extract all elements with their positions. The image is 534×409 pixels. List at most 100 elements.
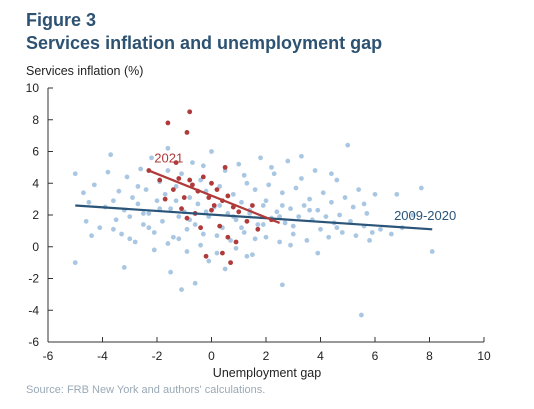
point-2009-2020 <box>342 195 348 200</box>
point-2009-2020 <box>91 182 97 188</box>
x-tick-label: 0 <box>208 349 215 363</box>
point-2009-2020 <box>165 168 171 173</box>
point-2009-2020 <box>130 195 135 200</box>
point-2009-2020 <box>315 250 321 256</box>
point-2009-2020 <box>89 233 94 239</box>
point-2021 <box>187 177 193 183</box>
point-2009-2020 <box>318 226 323 232</box>
point-2009-2020 <box>127 236 133 242</box>
point-2009-2020 <box>241 230 247 235</box>
point-2009-2020 <box>162 191 168 197</box>
point-2009-2020 <box>228 238 233 243</box>
point-2009-2020 <box>329 199 334 205</box>
point-2009-2020 <box>307 207 312 213</box>
point-2009-2020 <box>165 241 171 246</box>
point-2009-2020 <box>418 185 424 191</box>
point-2021 <box>249 203 255 208</box>
point-2009-2020 <box>222 266 228 272</box>
point-2021 <box>217 223 223 229</box>
point-2009-2020 <box>157 206 163 212</box>
x-tick-label: -4 <box>97 349 108 363</box>
point-2009-2020 <box>140 222 146 227</box>
point-2009-2020 <box>176 214 182 219</box>
point-2009-2020 <box>200 231 206 237</box>
point-2009-2020 <box>149 155 154 161</box>
point-2009-2020 <box>233 245 239 251</box>
point-2021 <box>200 174 206 180</box>
point-2009-2020 <box>165 145 171 151</box>
point-2021 <box>165 120 171 126</box>
point-2021 <box>179 206 184 212</box>
point-2009-2020 <box>151 230 157 235</box>
point-2009-2020 <box>97 225 103 231</box>
point-2009-2020 <box>192 222 198 227</box>
point-2009-2020 <box>209 149 214 154</box>
y-tick-label: 2 <box>32 208 39 222</box>
point-2009-2020 <box>230 191 236 197</box>
fit-line-2021 <box>148 169 281 224</box>
point-2009-2020 <box>83 218 89 224</box>
y-tick-label: 10 <box>26 81 40 95</box>
point-2009-2020 <box>290 231 296 237</box>
point-2009-2020 <box>111 226 116 232</box>
point-2009-2020 <box>241 172 247 178</box>
point-2009-2020 <box>127 214 133 219</box>
point-2009-2020 <box>168 206 174 212</box>
point-2009-2020 <box>72 171 78 177</box>
point-2009-2020 <box>429 249 435 254</box>
point-2009-2020 <box>301 203 307 208</box>
point-2009-2020 <box>394 191 400 197</box>
y-tick-label: 0 <box>32 240 39 254</box>
point-2009-2020 <box>72 260 78 266</box>
point-2009-2020 <box>113 217 119 223</box>
annotation-2009-2020: 2009-2020 <box>394 208 456 223</box>
tick-labels-layer: -6 -4 -2 0 2 4 6 8 10 -6 -4 -2 0 2 4 6 8 10 <box>26 81 491 363</box>
point-2009-2020 <box>285 158 291 164</box>
point-2009-2020 <box>258 155 263 161</box>
point-2021 <box>225 193 231 199</box>
point-2009-2020 <box>323 214 329 219</box>
point-2009-2020 <box>361 201 367 207</box>
point-2009-2020 <box>252 187 258 193</box>
point-2021 <box>184 130 190 135</box>
point-2021 <box>209 207 214 213</box>
point-2009-2020 <box>244 180 250 186</box>
point-2009-2020 <box>190 160 195 166</box>
red-dots-layer <box>146 109 274 266</box>
annotation-2021: 2021 <box>154 151 183 166</box>
point-2009-2020 <box>146 225 152 231</box>
point-2009-2020 <box>135 201 141 207</box>
point-2009-2020 <box>217 184 223 189</box>
source-note: Source: FRB New York and authors' calcul… <box>26 384 266 396</box>
point-2009-2020 <box>290 223 296 229</box>
point-2009-2020 <box>282 220 288 226</box>
figure-label: Figure 3 <box>26 10 97 30</box>
point-2009-2020 <box>81 190 86 196</box>
point-2009-2020 <box>288 242 293 248</box>
point-2009-2020 <box>151 247 157 253</box>
point-2009-2020 <box>146 211 152 216</box>
point-2009-2020 <box>326 234 332 240</box>
point-2009-2020 <box>176 236 182 242</box>
point-2009-2020 <box>111 198 116 204</box>
point-2009-2020 <box>279 190 285 196</box>
point-2009-2020 <box>260 222 266 227</box>
point-2009-2020 <box>179 287 184 293</box>
x-tick-label: 8 <box>426 349 433 363</box>
point-2009-2020 <box>143 187 149 193</box>
x-tick-label: -2 <box>152 349 163 363</box>
y-axis-label: Services inflation (%) <box>26 64 144 78</box>
x-tick-label: 10 <box>477 349 491 363</box>
point-2021 <box>222 164 228 170</box>
y-tick-label: 4 <box>32 176 39 190</box>
x-tick-label: 6 <box>372 349 379 363</box>
point-2021 <box>184 215 190 221</box>
point-2009-2020 <box>372 191 378 197</box>
point-2009-2020 <box>299 153 304 159</box>
point-2009-2020 <box>378 226 383 232</box>
point-2021 <box>176 176 182 181</box>
point-2009-2020 <box>239 199 244 205</box>
point-2009-2020 <box>206 258 212 264</box>
point-2009-2020 <box>315 207 321 213</box>
